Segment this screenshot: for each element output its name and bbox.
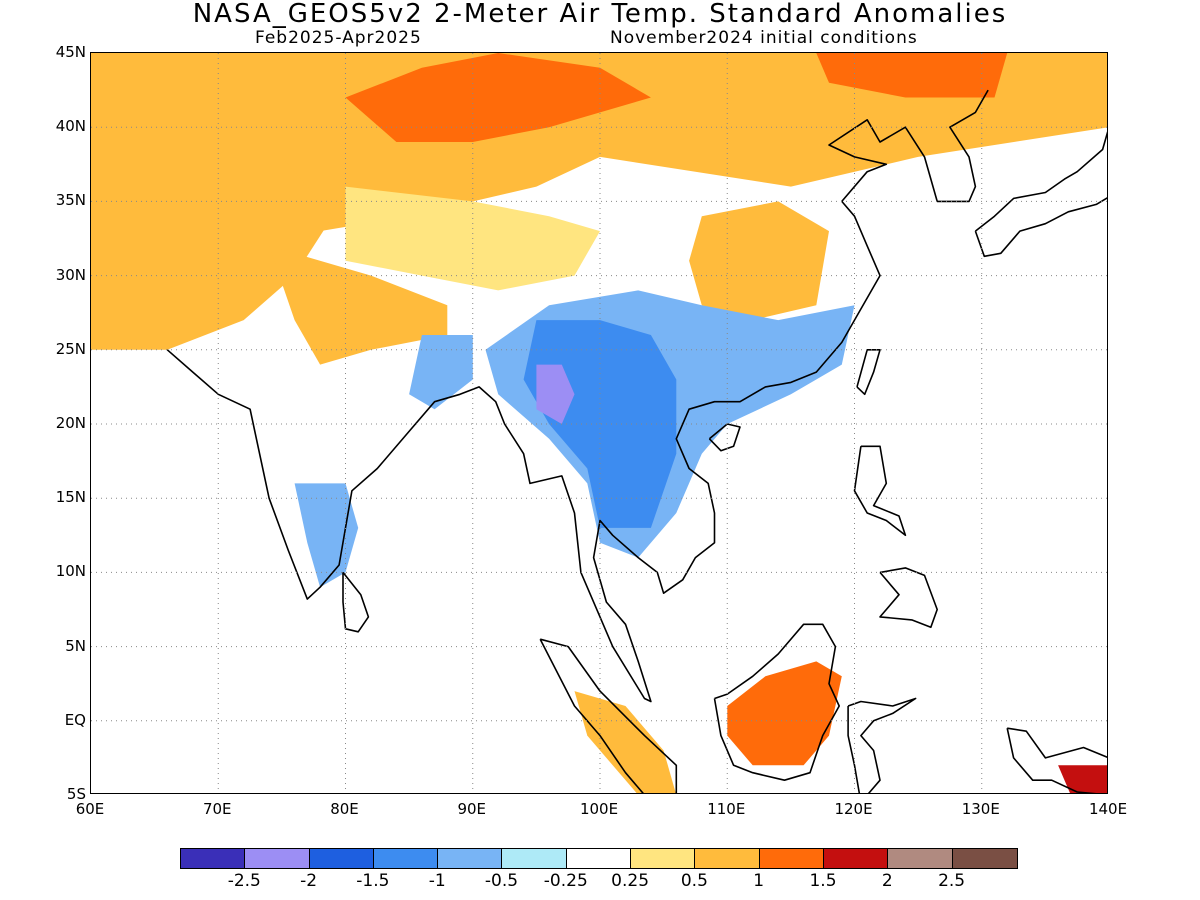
lon-tick-label: 140E [1088,800,1128,818]
coastline-7 [708,423,741,452]
lon-tick-label: 70E [202,800,232,818]
lon-tick-label: 130E [961,800,1000,818]
colorbar-tick-label: 0.25 [611,871,650,891]
lon-tick-label: 100E [579,800,619,818]
colorbar-swatch [181,849,246,868]
map-panel [90,52,1108,794]
lat-tick-label: 5N [65,636,86,655]
lon-tick-label: 90E [457,800,487,818]
colorbar-swatch [245,849,310,868]
initial-conditions: November2024 initial conditions [610,28,918,48]
colorbar-tick-label: 1 [753,871,765,891]
colorbar-swatch [888,849,953,868]
colorbar-tick-label: -2 [300,871,318,891]
coastline-9 [974,131,1107,258]
coastline-0 [166,89,989,703]
colorbar-tick-label: -1.5 [356,871,390,891]
lat-tick-label: 20N [55,414,86,432]
colorbar-swatch [438,849,503,868]
anomaly-region-iran-afghan [91,156,333,350]
coastline-10 [1006,727,1107,793]
colorbar-swatch [309,849,374,868]
coastline-4 [847,697,917,793]
anomaly-region-new-guinea [1058,765,1107,793]
coastline-2 [539,638,678,793]
anomaly-region-mongolia-core [345,53,651,142]
anomaly-region-sumatra-orange [574,691,676,793]
colorbar-tick-label: 1.5 [809,871,837,891]
anomaly-region-south-india-blue [294,483,359,588]
lat-tick-label: 10N [55,562,86,581]
colorbar-swatch [373,849,439,868]
colorbar-tick-label: -2.5 [227,871,261,891]
anomaly-region-north-india [269,245,448,365]
anomaly-map [91,53,1107,793]
anomaly-region-east-india-blue [409,335,473,410]
lat-tick-label: 40N [55,117,86,136]
lon-tick-label: 120E [834,800,873,818]
anomaly-region-northeast-core [816,53,1008,98]
colorbar-tick-label: -0.5 [484,871,519,891]
lat-tick-label: 25N [55,339,86,358]
lon-tick-label: 60E [75,800,105,818]
map-title: NASA_GEOS5v2 2-Meter Air Temp. Standard … [192,0,1008,29]
lat-tick-label: EQ [64,710,86,729]
colorbar-tick-label: -1 [428,871,446,891]
coastline-5 [853,445,907,537]
colorbar-tick-label: -0.25 [543,871,588,891]
colorbar-swatch [566,849,632,868]
colorbar [180,848,1018,869]
anomaly-region-north-belt [91,53,1107,246]
coastline-8 [856,348,881,396]
coastline-1 [342,571,370,633]
colorbar-swatch [631,849,696,868]
lat-tick-label: 35N [55,191,86,210]
coastline-6 [879,567,939,629]
lat-tick-label: 15N [55,488,86,507]
colorbar-swatch [823,849,889,868]
colorbar-tick-label: 2.5 [938,871,966,891]
anomaly-region-myanmar-core [536,364,575,424]
lon-tick-label: 110E [707,800,746,818]
colorbar-swatch [502,849,567,868]
colorbar-swatch [759,849,824,868]
colorbar-swatch [952,849,1017,868]
coastline-3 [713,623,841,782]
anomaly-region-south-china [689,201,829,321]
lat-tick-label: 5S [66,785,86,803]
forecast-period: Feb2025-Apr2025 [255,28,422,48]
colorbar-tick-label: 2 [881,871,893,891]
anomaly-region-borneo-orange [727,661,842,766]
lat-tick-label: 30N [55,265,86,284]
lat-tick-label: 45N [55,43,86,61]
lon-tick-label: 80E [330,800,359,818]
colorbar-swatch [695,849,760,868]
colorbar-tick-label: 0.5 [680,871,708,891]
